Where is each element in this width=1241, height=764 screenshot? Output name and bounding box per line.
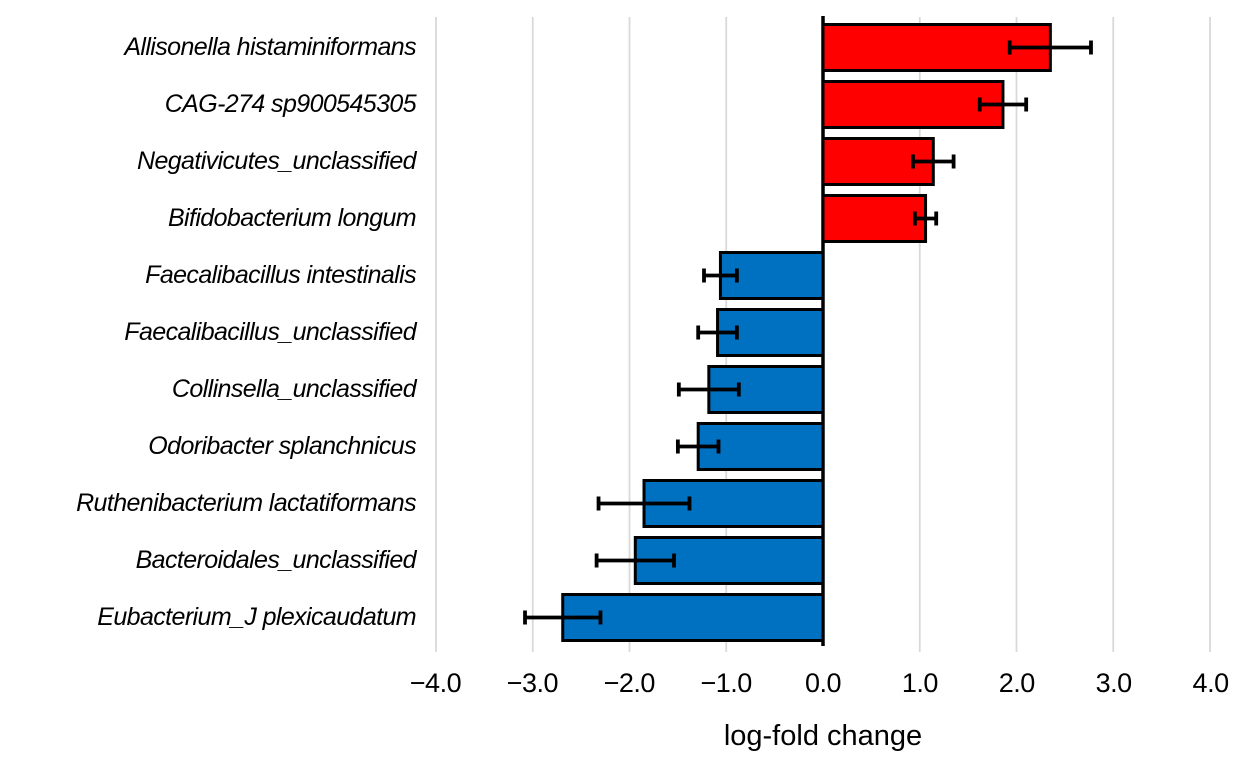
x-tick-label: 1.0 (901, 668, 939, 698)
bar (821, 80, 1005, 129)
x-tick-label: −1.0 (700, 668, 752, 698)
category-label: Odoribacter splanchnicus (148, 432, 416, 460)
category-label: Eubacterium_J plexicaudatum (97, 603, 416, 631)
x-axis-tick-labels: −4.0 −3.0 −2.0 −1.0 0.0 1.0 2.0 3.0 4.0 (387, 668, 1241, 699)
x-tick-label: 2.0 (998, 668, 1036, 698)
x-axis-title: log-fold change (723, 720, 923, 752)
category-label: Collinsella_unclassified (171, 375, 417, 403)
y-axis-category-labels: Allisonella histaminiformans CAG-274 sp9… (0, 19, 417, 646)
x-tick-label: −4.0 (409, 668, 462, 698)
category-label: CAG-274 sp900545305 (164, 90, 417, 118)
bar (561, 593, 825, 642)
x-tick-label: 3.0 (1095, 668, 1133, 698)
x-tick-label: 0.0 (804, 668, 842, 698)
category-label: Ruthenibacterium lactatiformans (76, 489, 417, 517)
category-label: Allisonella histaminiformans (124, 33, 416, 61)
x-tick-label: −2.0 (603, 668, 656, 698)
category-label: Faecalibacillus_unclassified (124, 318, 416, 346)
category-label: Bifidobacterium longum (167, 204, 417, 232)
x-tick-label: 4.0 (1192, 668, 1230, 698)
category-label: Faecalibacillus intestinalis (145, 261, 416, 289)
category-label: Bacteroidales_unclassified (135, 546, 417, 574)
category-label: Negativicutes_unclassified (136, 147, 417, 175)
bar (821, 194, 928, 243)
x-tick-label: −3.0 (506, 668, 559, 698)
